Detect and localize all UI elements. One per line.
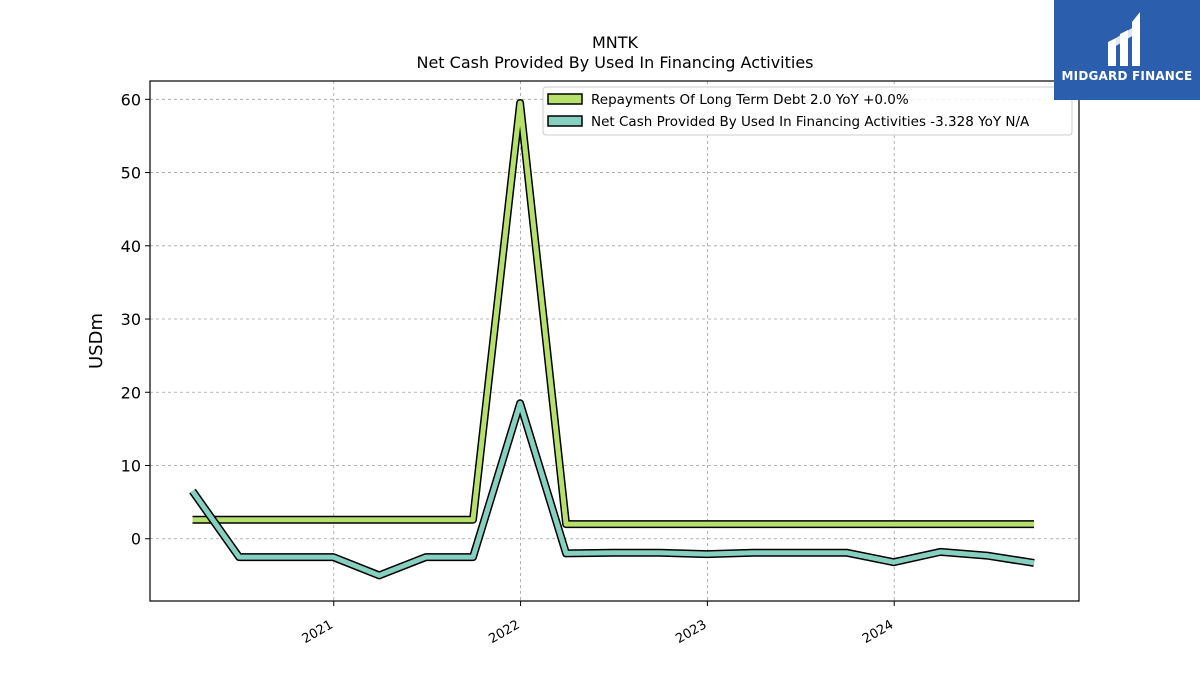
series-outline-1 [192,99,1034,529]
x-tick-label: 2024 [860,617,896,647]
y-tick-label: 0 [131,530,141,549]
legend-box [542,86,1073,136]
y-tick-label: 50 [121,164,141,183]
legend: Repayments Of Long Term Debt 2.0 YoY +0.… [542,86,1073,136]
chart-subtitle: Net Cash Provided By Used In Financing A… [416,53,813,72]
x-tick-label: 2022 [486,617,522,647]
series-line-2 [190,400,1035,578]
legend-swatch [547,93,583,105]
x-tick-label: 2021 [300,617,336,647]
x-tick-label: 2023 [673,617,709,647]
plot-frame [149,80,1080,602]
y-tick-label: 60 [121,90,141,109]
y-axis-label: USDm [86,313,107,369]
y-tick-label: 20 [121,383,141,402]
series-line-1 [192,100,1034,527]
legend-swatch [547,115,583,127]
legend-label: Net Cash Provided By Used In Financing A… [591,114,1030,130]
y-tick-label: 10 [121,457,141,476]
chart-title: MNTK [592,33,639,52]
legend-label: Repayments Of Long Term Debt 2.0 YoY +0.… [591,92,909,108]
y-tick-label: 40 [121,237,141,256]
y-tick-label: 30 [121,310,141,329]
logo-text: MIDGARD FINANCE [1061,69,1193,83]
brand-logo: MIDGARD FINANCE [1054,0,1200,100]
series-outline-2 [189,399,1035,580]
logo-mark-icon [1108,12,1140,66]
series-lines [189,99,1035,580]
